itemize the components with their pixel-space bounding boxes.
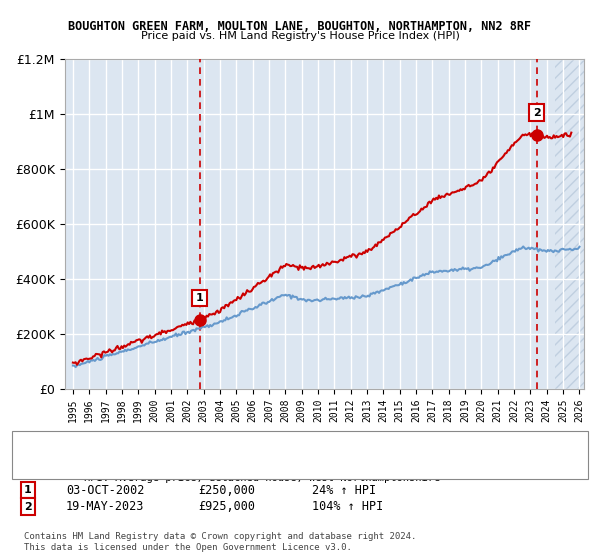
- Bar: [555, 59, 587, 389]
- Text: ──: ──: [48, 469, 66, 483]
- Text: 2: 2: [533, 108, 541, 118]
- Text: £925,000: £925,000: [198, 500, 255, 514]
- Text: ──: ──: [48, 452, 66, 466]
- Text: 1: 1: [24, 485, 32, 495]
- Text: 03-OCT-2002: 03-OCT-2002: [66, 483, 145, 497]
- Text: HPI: Average price, detached house, West Northamptonshire: HPI: Average price, detached house, West…: [87, 464, 429, 474]
- Text: 2: 2: [24, 502, 32, 512]
- Text: Price paid vs. HM Land Registry's House Price Index (HPI): Price paid vs. HM Land Registry's House …: [140, 31, 460, 41]
- Text: BOUGHTON GREEN FARM, MOULTON LANE, BOUGHTON, NORTHAMPTON, NN2 8RF (deta: BOUGHTON GREEN FARM, MOULTON LANE, BOUGH…: [84, 456, 528, 466]
- Text: 104% ↑ HPI: 104% ↑ HPI: [312, 500, 383, 514]
- Text: 19-MAY-2023: 19-MAY-2023: [66, 500, 145, 514]
- Text: ─────: ─────: [36, 452, 74, 465]
- Text: ─────: ─────: [36, 462, 74, 475]
- Text: BOUGHTON GREEN FARM, MOULTON LANE, BOUGHTON, NORTHAMPTON, NN2 8RF (deta: BOUGHTON GREEN FARM, MOULTON LANE, BOUGH…: [87, 454, 513, 464]
- Text: 1: 1: [196, 293, 203, 303]
- Text: Contains HM Land Registry data © Crown copyright and database right 2024.
This d: Contains HM Land Registry data © Crown c…: [24, 532, 416, 552]
- Text: BOUGHTON GREEN FARM, MOULTON LANE, BOUGHTON, NORTHAMPTON, NN2 8RF: BOUGHTON GREEN FARM, MOULTON LANE, BOUGH…: [68, 20, 532, 32]
- Text: HPI: Average price, detached house, West Northamptonshire: HPI: Average price, detached house, West…: [84, 473, 440, 483]
- Text: £250,000: £250,000: [198, 483, 255, 497]
- Text: 24% ↑ HPI: 24% ↑ HPI: [312, 483, 376, 497]
